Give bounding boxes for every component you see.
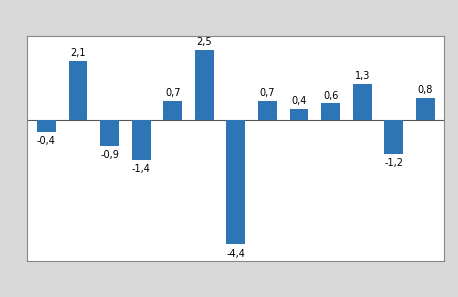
Text: -0,9: -0,9 (100, 150, 119, 160)
Text: -0,4: -0,4 (37, 136, 56, 146)
Bar (100, 120, 119, 146)
Text: 1,3: 1,3 (354, 71, 370, 81)
Text: 0,8: 0,8 (418, 85, 433, 95)
Bar (258, 100, 277, 120)
Text: 2,1: 2,1 (70, 48, 86, 58)
Bar (195, 50, 214, 120)
Bar (163, 100, 182, 120)
Text: -4,4: -4,4 (226, 249, 245, 259)
Bar (321, 103, 340, 120)
Text: 0,4: 0,4 (291, 96, 307, 106)
Bar (416, 98, 435, 120)
Text: 0,6: 0,6 (323, 91, 338, 100)
Bar (289, 109, 309, 120)
Bar (37, 120, 56, 132)
Text: 2,5: 2,5 (196, 37, 212, 47)
Bar (69, 61, 87, 120)
Bar (353, 83, 371, 120)
Text: -1,4: -1,4 (132, 164, 151, 174)
Bar (132, 120, 151, 160)
Text: -1,2: -1,2 (384, 158, 403, 168)
Text: 0,7: 0,7 (260, 88, 275, 98)
Text: 0,7: 0,7 (165, 88, 180, 98)
Bar (226, 120, 245, 244)
Bar (384, 120, 403, 154)
